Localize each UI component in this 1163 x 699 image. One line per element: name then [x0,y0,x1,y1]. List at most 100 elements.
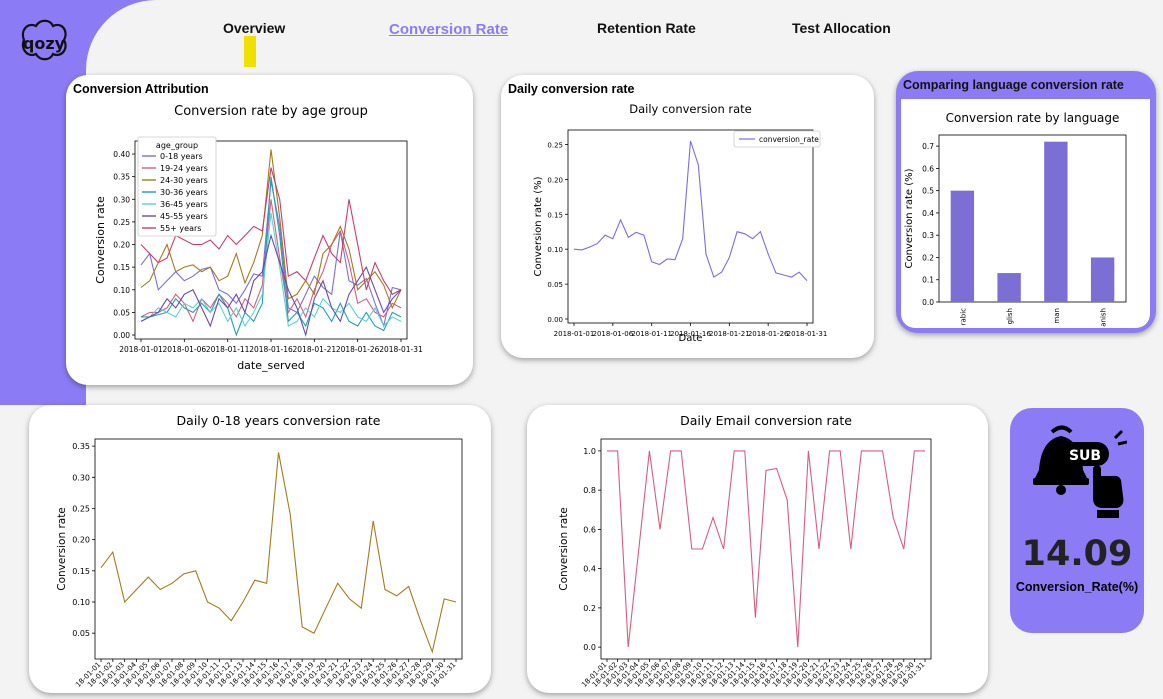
tab-overview[interactable]: Overview [223,20,286,36]
tab-conversion-rate[interactable]: Conversion Rate [389,21,509,38]
y-tick-label: 0.2 [583,604,596,613]
y-tick-label: 0.05 [72,629,90,638]
legend-entry: 30-36 years [160,188,208,197]
x-tick-label: 2018-01-11 [631,330,672,338]
x-tick-label: 2018-01-01 [554,330,595,338]
y-tick-label: 0.15 [113,263,130,272]
y-tick-label: 0.8 [583,486,596,495]
legend-box [733,130,821,148]
chart-email: Daily Email conversion rate 0.0 0.2 0.4 0.6 0… [558,413,932,689]
card-title: Conversion Attribution [73,82,209,96]
y-tick-label: 0.10 [72,598,90,607]
legend-entry: 45-55 years [160,212,208,221]
x-tick-label: 2018-01-26 [336,345,380,354]
y-tick-label: 0.4 [922,209,934,218]
series-line [140,149,402,310]
svg-text:SUB: SUB [1069,448,1101,464]
chart-title: Daily Email conversion rate [680,413,852,428]
x-tick-label: 2018-01-11 [206,345,250,354]
card-conversion-attribution: Conversion Attribution Conversion rate b… [66,75,473,385]
legend-entry: 19-24 years [160,164,208,173]
x-tick-label: 2018-01-16 [670,330,711,338]
legend-box [137,136,217,237]
card-title: Comparing language conversion rate [903,78,1124,92]
y-tick-label: 0.20 [113,241,130,250]
chart-panel: Conversion rate by language 0.0 0.1 0.2 0.3 0… [901,99,1150,328]
qozy-logo[interactable]: qozy [14,16,74,66]
y-tick-label: 0.05 [547,281,563,289]
x-tick-label: 2018-01-31 [379,345,423,354]
bar [950,190,975,302]
y-tick-label: 0.6 [583,525,596,534]
y-axis-label: Conversion rate [558,507,570,591]
card-email: Daily Email conversion rate 0.0 0.2 0.4 0.6 0… [527,405,988,693]
x-tick-label: 2018-01-21 [293,345,337,354]
y-tick-label: 0.00 [113,331,130,340]
y-tick-label: 0.7 [922,142,934,151]
plot-frame [938,134,1127,303]
card-language-conversion: Comparing language conversion rate Conve… [896,71,1156,333]
y-tick-label: 0.25 [113,218,130,227]
y-tick-label: 0.2 [922,253,934,262]
tab-test-allocation[interactable]: Test Allocation [792,20,891,36]
y-axis-label: Conversion rate (%) [533,176,544,276]
bar [1044,141,1068,302]
chart-language: Conversion rate by language 0.0 0.1 0.2 0.3 0… [904,111,1127,327]
x-tick-label: 2018-01-01 [119,345,163,354]
y-tick-label: 0.35 [113,173,130,182]
series-line [140,212,402,328]
chart-age-group: Conversion rate by age group 0.00 0.05 0.10… [94,104,423,372]
plot-frame [567,129,814,324]
y-tick-label: 1.0 [583,447,596,456]
legend-entry: 24-30 years [160,176,208,185]
series-line [140,233,402,338]
bar [1090,257,1115,302]
series-line [141,176,402,337]
kpi-label: Conversion_Rate(%) [1015,580,1139,594]
y-tick-label: 0.05 [113,308,130,317]
y-tick-label: 0.30 [72,473,90,482]
y-tick-label: 0.30 [113,195,130,204]
x-tick-label: anish [1100,308,1108,327]
y-tick-label: 0.25 [547,141,563,149]
legend-title: age_group [156,141,198,150]
y-tick-label: 0.5 [922,187,934,196]
svg-text:qozy: qozy [23,34,66,53]
y-tick-label: 0.20 [72,536,90,545]
x-tick-label: 2018-01-31 [787,330,828,338]
card-daily-conversion: Daily conversion rate Daily conversion r… [501,75,874,358]
y-tick-label: 0.6 [922,164,934,173]
chart-title: Conversion rate by language [946,111,1120,125]
x-axis-label: Date [679,333,703,344]
y-tick-label: 0.4 [583,565,596,574]
series-line [140,167,402,296]
legend-entry: 55+ years [160,224,201,233]
active-tab-marker [244,36,256,67]
legend-entry: 0-18 years [160,152,203,161]
y-tick-label: 0.1 [922,276,934,285]
y-tick-label: 0.15 [72,567,90,576]
x-tick-label: 2018-01-06 [163,345,207,354]
y-tick-label: 0.3 [922,231,934,240]
chart-title: Daily conversion rate [629,102,752,116]
chart-title: Daily 0-18 years conversion rate [177,413,381,428]
legend-entry: 36-45 years [160,200,208,209]
kpi-value: 14.09 [1021,534,1133,574]
y-tick-label: 0.40 [113,150,130,159]
x-tick-label: 2018-01-26 [748,330,789,338]
y-tick-label: 0.0 [922,298,934,307]
chart-age-018: Daily 0-18 years conversion rate 0.05 0.10… [56,413,463,689]
y-axis-label: Conversion rate [94,196,107,284]
bar [997,273,1021,302]
x-tick-label: rabic [959,308,967,326]
subscribe-bell-icon: SUB [1033,425,1127,518]
series-line [100,452,457,654]
x-axis-label: date_served [237,359,305,372]
chart-title: Conversion rate by age group [174,104,368,119]
y-tick-label: 0.10 [113,286,130,295]
plot-frame [94,438,463,660]
card-title: Daily conversion rate [508,82,635,96]
tab-retention-rate[interactable]: Retention Rate [597,20,696,36]
y-tick-label: 0.10 [547,246,563,254]
y-tick-label: 0.20 [547,176,563,184]
